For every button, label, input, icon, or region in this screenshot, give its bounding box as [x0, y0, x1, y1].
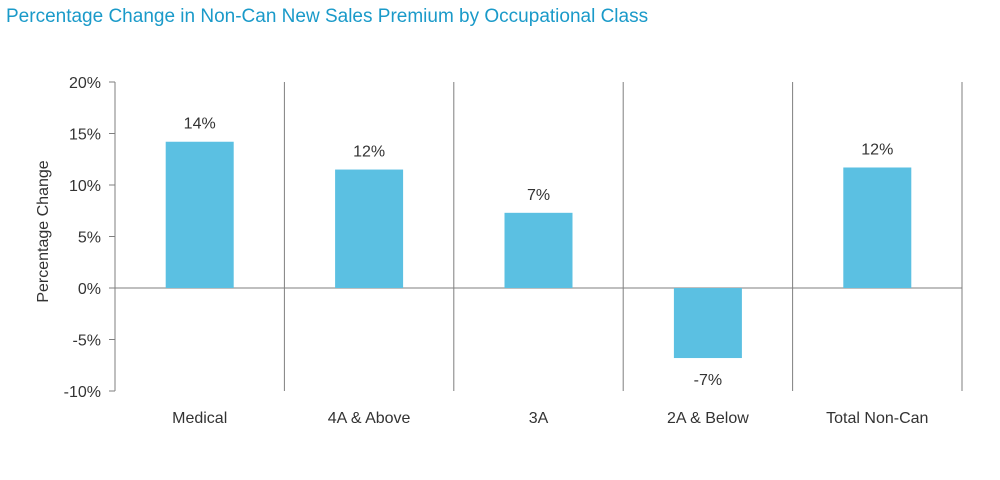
bar — [504, 212, 573, 288]
bar — [165, 141, 234, 288]
bar-value-label: 14% — [184, 116, 216, 133]
y-tick-label: 0% — [78, 281, 101, 298]
bars — [165, 141, 912, 359]
y-axis-label: Percentage Change — [35, 160, 52, 302]
bar-value-label: -7% — [694, 372, 722, 389]
bar — [673, 288, 742, 359]
y-tick-label: 10% — [69, 178, 101, 195]
axes: 20% 15% 10% 5% 0% -5% -10% — [64, 75, 963, 401]
x-category-label: 2A & Below — [667, 410, 749, 427]
bar — [335, 169, 404, 288]
bar-value-label: 12% — [353, 144, 385, 161]
y-tick-label: -5% — [73, 333, 101, 350]
chart-title: Percentage Change in Non-Can New Sales P… — [6, 6, 649, 27]
y-tick-label: 20% — [69, 75, 101, 92]
y-tick-label: 5% — [78, 230, 101, 247]
x-category-label: Total Non-Can — [826, 410, 928, 427]
y-tick-label: 15% — [69, 127, 101, 144]
bar — [843, 167, 912, 288]
bar-value-label: 12% — [861, 141, 893, 158]
x-category-label: Medical — [172, 410, 227, 427]
y-tick-label: -10% — [64, 384, 101, 401]
bar-value-label: 7% — [527, 187, 550, 204]
x-category-label: 3A — [529, 410, 549, 427]
x-category-label: 4A & Above — [328, 410, 411, 427]
data-labels: 14% Medical 12% 4A & Above 7% 3A -7% 2A & Below… — [172, 116, 928, 427]
